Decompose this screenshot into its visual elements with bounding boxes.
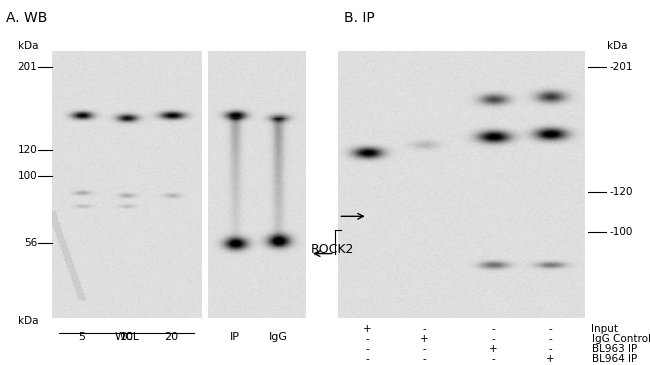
Text: 56: 56 xyxy=(24,238,38,248)
Text: -: - xyxy=(366,344,369,354)
Text: 201: 201 xyxy=(18,62,38,72)
Text: -: - xyxy=(366,334,369,344)
Text: A. WB: A. WB xyxy=(6,11,48,25)
Text: kDa: kDa xyxy=(18,316,39,326)
Text: -: - xyxy=(492,324,495,334)
Text: kDa: kDa xyxy=(607,41,627,51)
Text: -: - xyxy=(366,354,369,364)
Text: -120: -120 xyxy=(610,187,633,197)
Text: BL964 IP: BL964 IP xyxy=(592,354,637,364)
Text: kDa: kDa xyxy=(18,41,39,51)
Text: +: + xyxy=(489,344,498,354)
Text: +: + xyxy=(363,324,372,334)
Text: IgG Control: IgG Control xyxy=(592,334,650,344)
Text: -: - xyxy=(422,324,426,334)
Text: -: - xyxy=(422,344,426,354)
Text: WCL: WCL xyxy=(114,332,139,342)
Text: 120: 120 xyxy=(18,145,38,155)
Text: -201: -201 xyxy=(610,62,633,72)
Text: -: - xyxy=(422,354,426,364)
Text: Input: Input xyxy=(592,324,619,334)
Text: 10: 10 xyxy=(120,332,134,342)
Text: -: - xyxy=(492,354,495,364)
Text: +: + xyxy=(546,354,554,364)
Text: 100: 100 xyxy=(18,171,38,181)
Text: -: - xyxy=(492,334,495,344)
Text: B. IP: B. IP xyxy=(344,11,375,25)
Text: -: - xyxy=(549,324,552,334)
Text: 5: 5 xyxy=(79,332,85,342)
Text: IP: IP xyxy=(230,332,240,342)
Text: -: - xyxy=(549,334,552,344)
Text: -100: -100 xyxy=(610,227,633,237)
Text: ROCK2: ROCK2 xyxy=(311,243,354,256)
Text: 20: 20 xyxy=(164,332,179,342)
Text: -: - xyxy=(549,344,552,354)
Text: BL963 IP: BL963 IP xyxy=(592,344,637,354)
Text: +: + xyxy=(420,334,429,344)
Text: IgG: IgG xyxy=(268,332,288,342)
